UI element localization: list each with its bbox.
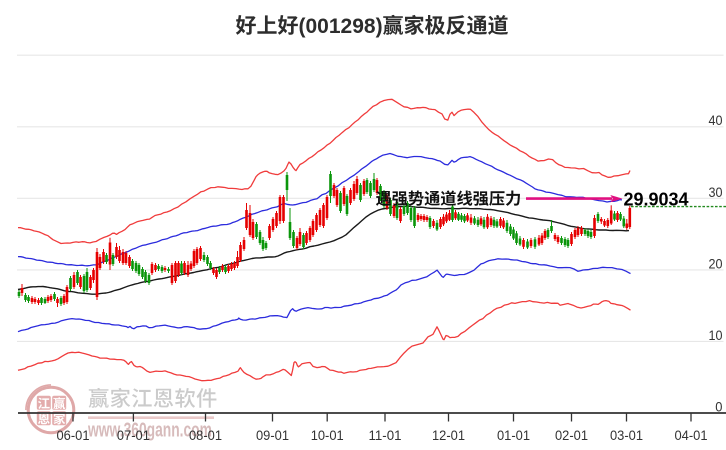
svg-text:06-01: 06-01 (57, 428, 90, 443)
svg-text:04-01: 04-01 (675, 428, 708, 443)
svg-text:(001298): (001298) (299, 15, 383, 38)
svg-text:09-01: 09-01 (256, 428, 289, 443)
svg-text:20: 20 (709, 255, 723, 271)
svg-text:08-01: 08-01 (189, 428, 222, 443)
svg-text:11-01: 11-01 (369, 428, 402, 443)
svg-text:0: 0 (715, 398, 722, 414)
svg-text:www.360gann.com: www.360gann.com (87, 418, 212, 441)
svg-text:03-01: 03-01 (610, 428, 643, 443)
svg-text:29.9034: 29.9034 (624, 189, 689, 209)
svg-text:40: 40 (709, 112, 723, 128)
svg-text:01-01: 01-01 (497, 428, 530, 443)
svg-text:02-01: 02-01 (555, 428, 588, 443)
svg-text:12-01: 12-01 (432, 428, 465, 443)
svg-text:30: 30 (709, 184, 723, 200)
svg-text:10: 10 (709, 327, 723, 343)
svg-text:07-01: 07-01 (117, 428, 150, 443)
svg-text:10-01: 10-01 (311, 428, 344, 443)
